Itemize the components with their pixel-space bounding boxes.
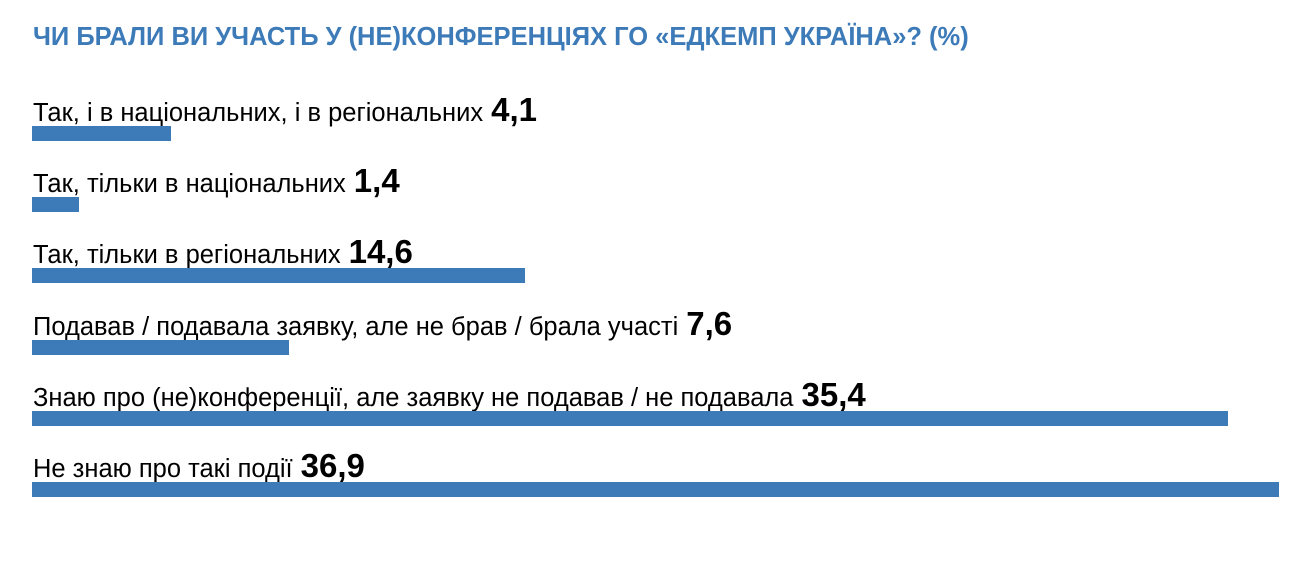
category-text: Подавав / подавала заявку, але не брав /… <box>33 312 679 341</box>
category-label: Подавав / подавала заявку, але не брав /… <box>33 304 733 344</box>
bar-row: Так, і в національних, і в регіональних 4… <box>0 93 1304 153</box>
data-label: 1,4 <box>353 162 400 200</box>
chart-title: ЧИ БРАЛИ ВИ УЧАСТЬ У (НЕ)КОНФЕРЕНЦІЯХ ГО… <box>33 23 969 51</box>
bar-row: Так, тільки в національних 1,4 <box>0 164 1304 224</box>
bar <box>32 268 525 284</box>
data-label: 4,1 <box>491 91 537 128</box>
bar-row: Не знаю про такі події 36,9 <box>0 449 1304 509</box>
bar <box>32 126 171 141</box>
category-text: Так, тільки в національних <box>33 170 346 199</box>
category-label: Так, тільки в регіональних 14,6 <box>33 235 413 272</box>
bar-row: Знаю про (не)конференції, але заявку не … <box>0 375 1304 438</box>
category-text: Так, тільки в регіональних <box>33 241 341 270</box>
category-label: Так, і в національних, і в регіональних 4… <box>33 93 537 130</box>
category-label: Так, тільки в національних 1,4 <box>33 164 400 201</box>
category-text: Знаю про (не)конференції, але заявку не … <box>33 383 794 412</box>
bar <box>32 197 79 213</box>
bar <box>32 482 1279 497</box>
data-label: 35,4 <box>801 375 866 413</box>
bar <box>32 410 1228 426</box>
data-label: 7,6 <box>686 304 733 342</box>
bar-row: Подавав / подавала заявку, але не брав /… <box>0 304 1304 367</box>
data-label: 14,6 <box>348 233 413 271</box>
category-text: Так, і в національних, і в регіональних <box>33 99 484 127</box>
bar <box>32 339 289 355</box>
category-text: Не знаю про такі події <box>33 455 293 483</box>
data-label: 36,9 <box>300 447 365 484</box>
bar-row: Так, тільки в регіональних 14,6 <box>0 235 1304 295</box>
category-label: Не знаю про такі події 36,9 <box>33 449 365 486</box>
category-label: Знаю про (не)конференції, але заявку не … <box>33 375 866 415</box>
